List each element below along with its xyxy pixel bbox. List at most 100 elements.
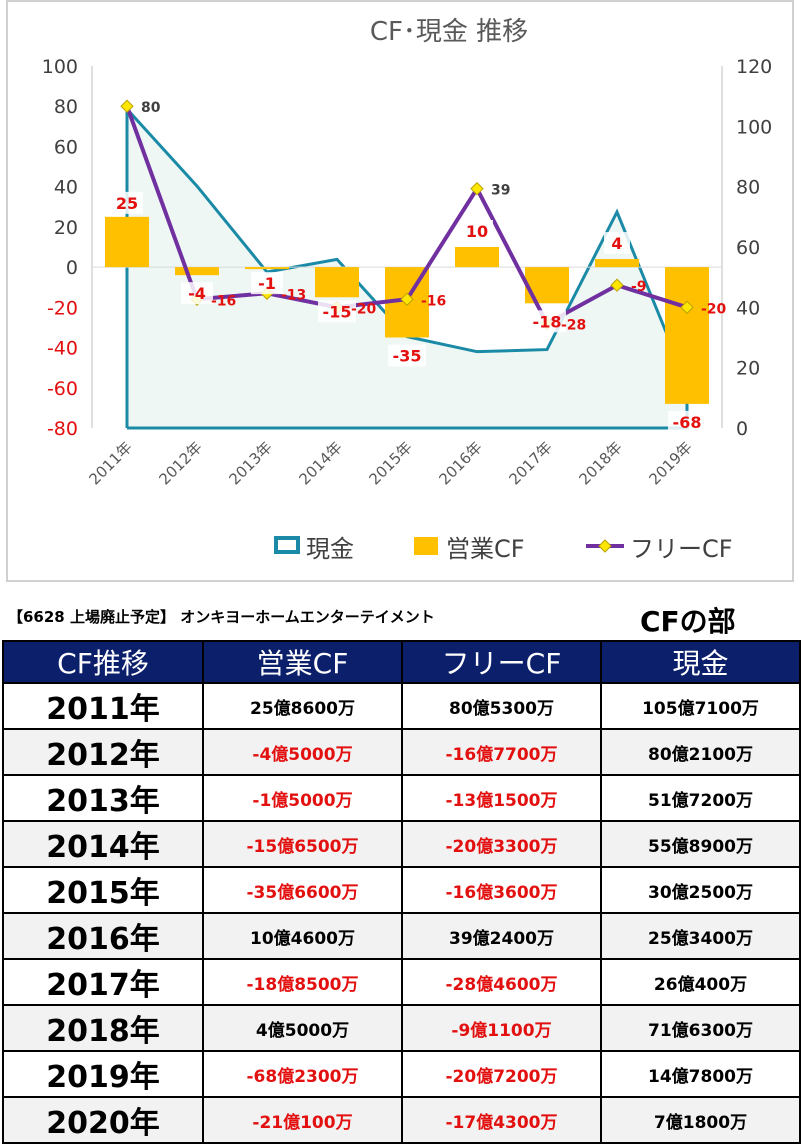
operating-cf-cell: -4億5000万 [202, 728, 403, 776]
year-cell: 2013年 [2, 774, 204, 822]
left-axis-tick-label: 80 [54, 96, 78, 118]
operating-cf-label: -4 [188, 284, 206, 303]
operating-cf-label-bg [388, 344, 426, 367]
free-cf-point [120, 99, 134, 113]
operating-cf-label-bg [668, 410, 706, 433]
cash-cell: 105億7100万 [600, 682, 801, 730]
chart-title: CF･現金 推移 [370, 17, 528, 47]
table-row: 2019年 -68億2300万 -20億7200万 14億7800万 [2, 1050, 801, 1098]
cash-cell: 26億400万 [600, 958, 801, 1006]
x-axis-category-label: 2013年 [225, 438, 275, 488]
header-free-cf: フリーCF [401, 640, 602, 684]
left-axis-tick-label: 0 [66, 257, 78, 279]
x-axis-category-label: 2017年 [505, 438, 555, 488]
legend-operating-cf-swatch [414, 537, 438, 555]
x-axis-category-label: 2019年 [645, 438, 695, 488]
free-cf-cell: -20億3300万 [401, 820, 602, 868]
operating-cf-cell: 4億5000万 [202, 1004, 403, 1052]
section-title: CFの部 [640, 605, 736, 638]
x-axis-category-label: 2012年 [155, 438, 205, 488]
legend-cash-swatch [274, 536, 300, 554]
free-cf-point [400, 292, 414, 306]
header-year: CF推移 [2, 640, 204, 684]
free-cf-label: -16 [211, 293, 236, 309]
table-row: 2016年 10億4600万 39億2400万 25億3400万 [2, 912, 801, 960]
operating-cf-label: -15 [323, 302, 352, 321]
operating-cf-label-bg [251, 272, 283, 295]
year-cell: 2018年 [2, 1004, 204, 1052]
operating-cf-label: 10 [466, 222, 488, 241]
operating-cf-label: 4 [611, 234, 622, 253]
header-operating-cf: 営業CF [202, 640, 403, 684]
legend-operating-cf-label: 営業CF [446, 535, 525, 563]
cash-cell: 25億3400万 [600, 912, 801, 960]
cash-cell: 80億2100万 [600, 728, 801, 776]
x-axis-category-label: 2011年 [85, 438, 135, 488]
left-axis-tick-label: -40 [47, 338, 78, 360]
cash-cell: 7億1800万 [600, 1096, 801, 1144]
operating-cf-label-bg [528, 310, 566, 333]
operating-cf-cell: 10億4600万 [202, 912, 403, 960]
year-cell: 2017年 [2, 958, 204, 1006]
free-cf-point [610, 278, 624, 292]
right-axis-tick-label: 120 [736, 56, 772, 78]
right-axis-tick-label: 40 [736, 297, 760, 319]
free-cf-point [680, 300, 694, 315]
free-cf-label: -28 [561, 317, 586, 333]
x-axis-category-label: 2015年 [365, 438, 415, 488]
operating-cf-label-bg [604, 232, 630, 255]
free-cf-cell: -17億4300万 [401, 1096, 602, 1144]
legend-free-cf-label: フリーCF [630, 535, 733, 563]
table-row: 2013年 -1億5000万 -13億1500万 51億7200万 [2, 774, 801, 822]
operating-cf-label-bg [181, 282, 213, 305]
table-header-row: CF推移 営業CF フリーCF 現金 [2, 640, 801, 684]
table-row: 2017年 -18億8500万 -28億4600万 26億400万 [2, 958, 801, 1006]
free-cf-cell: -13億1500万 [401, 774, 602, 822]
cash-area-fill [127, 109, 687, 428]
operating-cf-label-bg [318, 300, 356, 323]
operating-cf-label: 25 [116, 194, 138, 213]
left-axis-tick-label: 40 [54, 177, 78, 199]
table-row: 2012年 -4億5000万 -16億7700万 80億2100万 [2, 728, 801, 776]
x-axis-category-label: 2016年 [435, 438, 485, 488]
operating-cf-bar [245, 267, 289, 270]
free-cf-cell: -28億4600万 [401, 958, 602, 1006]
operating-cf-bar [315, 267, 359, 298]
free-cf-cell: -9億1100万 [401, 1004, 602, 1052]
legend-free-cf-marker [598, 539, 612, 553]
year-cell: 2016年 [2, 912, 204, 960]
operating-cf-label-bg [461, 220, 493, 242]
cash-cell: 51億7200万 [600, 774, 801, 822]
operating-cf-cell: -68億2300万 [202, 1050, 403, 1098]
operating-cf-label: -35 [393, 347, 422, 366]
operating-cf-label: -1 [258, 274, 276, 293]
operating-cf-bar [105, 216, 149, 268]
free-cf-cell: -16億7700万 [401, 728, 602, 776]
legend-cash-label: 現金 [306, 535, 354, 563]
operating-cf-bar [665, 267, 709, 404]
free-cf-cell: -20億7200万 [401, 1050, 602, 1098]
right-axis-tick-label: 80 [736, 177, 760, 199]
table-row: 2018年 4億5000万 -9億1100万 71億6300万 [2, 1004, 801, 1052]
free-cf-cell: 39億2400万 [401, 912, 602, 960]
operating-cf-bar [595, 259, 639, 268]
year-cell: 2015年 [2, 866, 204, 914]
table-row: 2015年 -35億6600万 -16億3600万 30億2500万 [2, 866, 801, 914]
free-cf-label: -20 [701, 301, 727, 317]
operating-cf-cell: -15億6500万 [202, 820, 403, 868]
free-cf-label: 39 [491, 183, 510, 199]
table-row: 2020年 -21億100万 -17億4300万 7億1800万 [2, 1096, 801, 1144]
operating-cf-label: -18 [533, 312, 562, 331]
left-axis-tick-label: 60 [54, 136, 78, 158]
left-axis-tick-label: -80 [47, 418, 78, 440]
free-cf-cell: 80億5300万 [401, 682, 602, 730]
cf-table: CF推移 営業CF フリーCF 現金 2011年 25億8600万 80億5300万… [2, 640, 801, 1144]
right-axis-tick-label: 0 [736, 418, 748, 440]
left-axis-tick-label: -20 [47, 297, 78, 319]
free-cf-label: -16 [421, 293, 446, 309]
operating-cf-cell: -21億100万 [202, 1096, 403, 1144]
operating-cf-cell: -18億8500万 [202, 958, 403, 1006]
x-axis-category-label: 2014年 [295, 438, 345, 488]
year-cell: 2011年 [2, 682, 204, 730]
cash-cell: 30億2500万 [600, 866, 801, 914]
